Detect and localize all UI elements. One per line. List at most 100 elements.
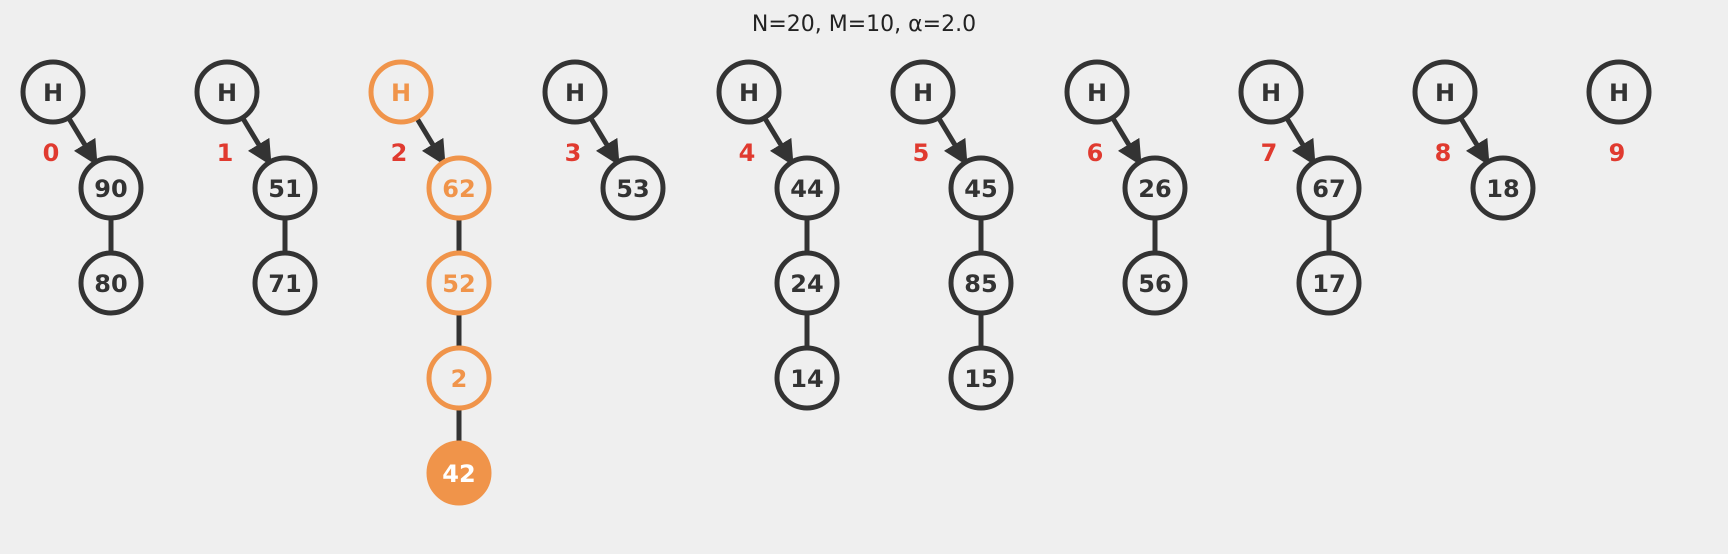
- bucket-5-node-0-label: 45: [964, 175, 997, 203]
- bucket-6-node-0: 26: [1122, 155, 1188, 221]
- bucket-0-index-label: 0: [43, 139, 60, 167]
- bucket-7-node-0: 67: [1296, 155, 1362, 221]
- bucket-9-index-label: 9: [1609, 139, 1626, 167]
- bucket-3-head-node-circle: [542, 59, 608, 125]
- bucket-3-index-label: 3: [565, 139, 582, 167]
- bucket-5-head-node-circle: [890, 59, 956, 125]
- bucket-4-node-1-circle: [774, 250, 840, 316]
- bucket-3-head-node-label: H: [565, 79, 585, 107]
- bucket-7-head-pointer: [1285, 118, 1316, 166]
- bucket-2-head-node-label: H: [391, 79, 411, 107]
- bucket-7-node-1-circle: [1296, 250, 1362, 316]
- bucket-7-head-node-circle: [1238, 59, 1304, 125]
- bucket-2-head-node-circle: [368, 59, 434, 125]
- bucket-8-node-0-label: 18: [1486, 175, 1519, 203]
- bucket-1-node-0-label: 51: [268, 175, 301, 203]
- bucket-4-node-0: 44: [774, 155, 840, 221]
- bucket-9-head-node-circle: [1586, 59, 1652, 125]
- bucket-2-node-2: 2: [426, 345, 492, 411]
- bucket-9-head-node-label: H: [1609, 79, 1629, 107]
- bucket-5-head-node-label: H: [913, 79, 933, 107]
- bucket-0-node-1-circle: [78, 250, 144, 316]
- bucket-4-head-node-label: H: [739, 79, 759, 107]
- bucket-0-node-0-label: 90: [94, 175, 127, 203]
- bucket-5-node-1-circle: [948, 250, 1014, 316]
- bucket-1-node-1: 71: [252, 250, 318, 316]
- bucket-4-head-node-circle: [716, 59, 782, 125]
- bucket-5-node-0: 45: [948, 155, 1014, 221]
- bucket-5-node-1: 85: [948, 250, 1014, 316]
- bucket-1-index-label: 1: [217, 139, 234, 167]
- bucket-1-head-pointer: [241, 118, 272, 166]
- bucket-8-node-0: 18: [1470, 155, 1536, 221]
- bucket-0-node-1-label: 80: [94, 270, 127, 298]
- bucket-6-index-label: 6: [1087, 139, 1104, 167]
- bucket-3-node-0-label: 53: [616, 175, 649, 203]
- bucket-5-node-1-label: 85: [964, 270, 997, 298]
- bucket-2-node-0-circle: [426, 155, 492, 221]
- bucket-0-node-0: 90: [78, 155, 144, 221]
- bucket-0-node-0-circle: [78, 155, 144, 221]
- bucket-5-node-0-circle: [948, 155, 1014, 221]
- bucket-1-node-1-label: 71: [268, 270, 301, 298]
- bucket-9-head-node: H: [1586, 59, 1652, 125]
- bucket-4-head-node: H: [716, 59, 782, 125]
- bucket-0-node-1: 80: [78, 250, 144, 316]
- bucket-5-node-2: 15: [948, 345, 1014, 411]
- bucket-6-node-0-circle: [1122, 155, 1188, 221]
- bucket-4-node-0-circle: [774, 155, 840, 221]
- bucket-2-node-2-circle: [426, 345, 492, 411]
- bucket-2-node-1-label: 52: [442, 270, 475, 298]
- bucket-2-node-2-label: 2: [451, 365, 468, 393]
- bucket-7-node-1: 17: [1296, 250, 1362, 316]
- bucket-6-node-1: 56: [1122, 250, 1188, 316]
- bucket-4-node-1-label: 24: [790, 270, 823, 298]
- bucket-7-head-node: H: [1238, 59, 1304, 125]
- bucket-8-head-pointer: [1459, 118, 1490, 166]
- bucket-8-node-0-circle: [1470, 155, 1536, 221]
- bucket-5-node-2-circle: [948, 345, 1014, 411]
- bucket-6-head-node-circle: [1064, 59, 1130, 125]
- bucket-5-index-label: 5: [913, 139, 930, 167]
- bucket-2-head-pointer: [415, 118, 446, 166]
- bucket-4-node-2: 14: [774, 345, 840, 411]
- bucket-4-node-0-label: 44: [790, 175, 823, 203]
- bucket-8-index-label: 8: [1435, 139, 1452, 167]
- bucket-6-head-pointer: [1111, 118, 1142, 166]
- bucket-1-head-node: H: [194, 59, 260, 125]
- bucket-2-node-1: 52: [426, 250, 492, 316]
- bucket-5-head-pointer: [937, 118, 968, 166]
- bucket-4-index-label: 4: [739, 139, 756, 167]
- bucket-4-node-2-label: 14: [790, 365, 823, 393]
- bucket-7-node-0-circle: [1296, 155, 1362, 221]
- bucket-0-head-pointer: [67, 118, 98, 166]
- bucket-2-node-3: 42: [426, 440, 492, 506]
- bucket-2-node-0: 62: [426, 155, 492, 221]
- bucket-3-node-0: 53: [600, 155, 666, 221]
- bucket-8-head-node: H: [1412, 59, 1478, 125]
- bucket-1-head-node-label: H: [217, 79, 237, 107]
- bucket-0-head-node-circle: [20, 59, 86, 125]
- bucket-6-node-0-label: 26: [1138, 175, 1171, 203]
- bucket-0-head-node-label: H: [43, 79, 63, 107]
- bucket-8-head-node-label: H: [1435, 79, 1455, 107]
- bucket-1-node-0: 51: [252, 155, 318, 221]
- bucket-6-head-node: H: [1064, 59, 1130, 125]
- bucket-7-node-0-label: 67: [1312, 175, 1345, 203]
- bucket-1-node-1-circle: [252, 250, 318, 316]
- bucket-6-head-node-label: H: [1087, 79, 1107, 107]
- bucket-3-head-pointer: [589, 118, 620, 166]
- bucket-6-node-1-label: 56: [1138, 270, 1171, 298]
- bucket-7-head-node-label: H: [1261, 79, 1281, 107]
- bucket-2-node-1-circle: [426, 250, 492, 316]
- bucket-2-node-3-circle: [426, 440, 492, 506]
- bucket-7-index-label: 7: [1261, 139, 1278, 167]
- bucket-2-head-node: H: [368, 59, 434, 125]
- bucket-3-head-node: H: [542, 59, 608, 125]
- bucket-4-node-1: 24: [774, 250, 840, 316]
- diagram-title: N=20, M=10, α=2.0: [751, 12, 977, 37]
- bucket-3-node-0-circle: [600, 155, 666, 221]
- bucket-7-node-1-label: 17: [1312, 270, 1345, 298]
- bucket-1-head-node-circle: [194, 59, 260, 125]
